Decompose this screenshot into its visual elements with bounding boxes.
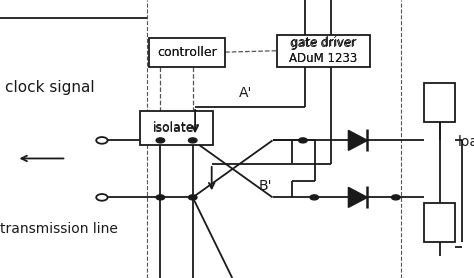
Text: controller: controller [157,46,217,59]
Text: gate driver
ADuM 1233: gate driver ADuM 1233 [290,36,357,65]
Text: transmission line: transmission line [0,222,118,236]
Text: A': A' [239,86,253,100]
Polygon shape [348,187,367,207]
Text: isolater: isolater [153,121,200,134]
Bar [277,35,370,67]
Text: controller: controller [157,46,217,59]
Bar [424,83,455,122]
Bar [149,38,225,67]
Circle shape [310,195,319,200]
Bar [424,203,455,242]
Bar [140,111,213,145]
Circle shape [96,194,108,201]
Circle shape [189,195,197,200]
Polygon shape [348,130,367,150]
Circle shape [156,138,164,143]
Text: load: load [457,135,474,149]
Circle shape [189,138,197,143]
Circle shape [96,137,108,144]
Circle shape [156,195,164,200]
Circle shape [299,138,307,143]
Text: isolater: isolater [153,122,200,135]
Text: gate driver
ADuM 1233: gate driver ADuM 1233 [289,37,357,65]
Text: B': B' [258,179,272,193]
Circle shape [392,195,400,200]
Text: clock signal: clock signal [5,80,94,95]
